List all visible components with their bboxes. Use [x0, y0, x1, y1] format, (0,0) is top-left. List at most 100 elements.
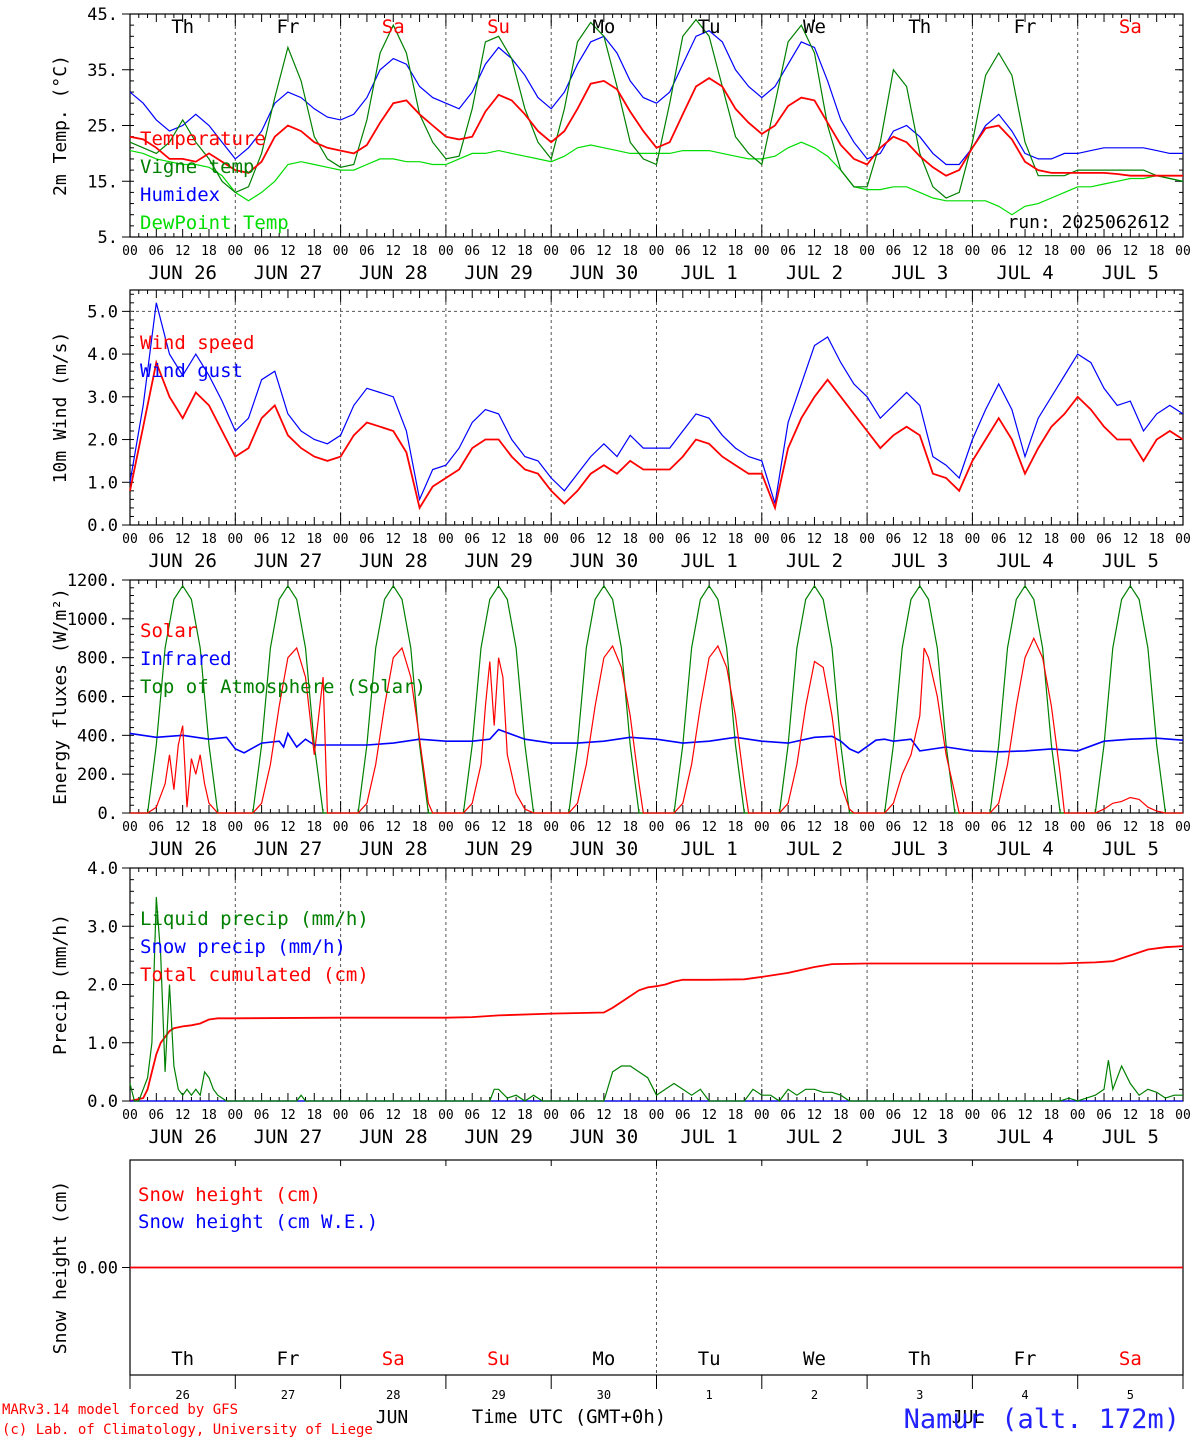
- x-hour-label: 00: [122, 1108, 138, 1123]
- x-hour-label: 06: [148, 1108, 164, 1123]
- x-day-label: JUL 2: [786, 550, 843, 572]
- x-hour-label: 18: [728, 820, 744, 835]
- x-hour-label: 12: [280, 532, 296, 547]
- x-hour-label: 06: [675, 820, 691, 835]
- x-hour-label: 18: [938, 1108, 954, 1123]
- bottom-day-number: 28: [386, 1388, 400, 1402]
- x-hour-label: 06: [886, 820, 902, 835]
- bottom-day-number: 27: [281, 1388, 295, 1402]
- x-hour-label: 00: [1070, 532, 1086, 547]
- x-hour-label: 00: [649, 532, 665, 547]
- x-hour-label: 06: [570, 1108, 586, 1123]
- panel-1: 5. 15. 25. 35. 45. 2m Temp. (°C) Temperature Vi…: [50, 5, 1191, 284]
- x-hour-label: 00: [438, 1108, 454, 1123]
- series-line-2: [129, 302, 1184, 504]
- x-day-label: JUN 29: [464, 1126, 533, 1148]
- x-hour-label: 00: [227, 532, 243, 547]
- x-day-label: JUL 1: [681, 262, 738, 284]
- weekday-label: Su: [487, 1348, 510, 1370]
- x-hour-label: 00: [649, 1108, 665, 1123]
- x-hour-label: 00: [543, 244, 559, 259]
- weekday-label: Su: [487, 16, 510, 38]
- x-hour-label: 18: [306, 244, 322, 259]
- x-hour-label: 00: [122, 244, 138, 259]
- x-hour-label: 18: [728, 244, 744, 259]
- legend-entry: DewPoint Temp: [140, 212, 289, 234]
- x-hour-label: 18: [728, 1108, 744, 1123]
- x-hour-label: 00: [438, 532, 454, 547]
- x-hour-label: 12: [491, 532, 507, 547]
- x-hour-label: 18: [201, 532, 217, 547]
- bottom-month-label: JUL: [952, 1407, 985, 1428]
- x-hour-label: 12: [385, 532, 401, 547]
- x-hour-label: 12: [912, 1108, 928, 1123]
- x-hour-label: 18: [412, 244, 428, 259]
- x-day-label: JUL 2: [786, 262, 843, 284]
- x-hour-label: 00: [754, 1108, 770, 1123]
- x-hour-label: 12: [1123, 532, 1139, 547]
- weekday-label: Tu: [698, 1348, 721, 1370]
- x-hour-label: 06: [570, 820, 586, 835]
- panel-3: 0. 200. 400. 600. 800. 1000. 1200.Energy fluxe…: [50, 571, 1191, 860]
- x-hour-label: 06: [1096, 244, 1112, 259]
- x-hour-label: 12: [385, 244, 401, 259]
- series-line-2: [129, 728, 1184, 754]
- x-hour-label: 12: [1123, 1108, 1139, 1123]
- x-day-label: JUN 28: [359, 262, 428, 284]
- x-day-label: JUL 4: [996, 550, 1053, 572]
- x-hour-label: 00: [1175, 532, 1191, 547]
- y-tick-label: 0.0: [87, 516, 118, 536]
- y-tick-label: 5.: [98, 228, 118, 248]
- bottom-day-number: 26: [175, 1388, 189, 1402]
- y-tick-label: 0.00: [77, 1259, 118, 1279]
- x-day-label: JUL 5: [1102, 262, 1159, 284]
- x-hour-label: 18: [833, 1108, 849, 1123]
- x-hour-label: 18: [1149, 820, 1165, 835]
- x-hour-label: 18: [201, 1108, 217, 1123]
- x-hour-label: 12: [491, 1108, 507, 1123]
- legend-entry: Snow height (cm W.E.): [138, 1211, 378, 1233]
- panel-4: 0.0 1.0 2.0 3.0 4.0 Precip (mm/h) Liquid preci…: [50, 859, 1191, 1148]
- legend-entry: Top of Atmosphere (Solar): [140, 676, 426, 698]
- x-hour-label: 06: [780, 1108, 796, 1123]
- x-hour-label: 06: [464, 820, 480, 835]
- x-hour-label: 18: [306, 820, 322, 835]
- y-tick-label: 4.0: [87, 859, 118, 879]
- bottom-day-number: 1: [706, 1388, 713, 1402]
- x-day-label: JUN 26: [148, 550, 217, 572]
- x-day-label: JUN 27: [254, 262, 323, 284]
- x-hour-label: 12: [701, 244, 717, 259]
- weekday-label: Fr: [1014, 1348, 1037, 1370]
- x-hour-label: 18: [517, 820, 533, 835]
- x-hour-label: 06: [359, 244, 375, 259]
- x-hour-label: 18: [622, 1108, 638, 1123]
- x-hour-label: 12: [596, 820, 612, 835]
- x-hour-label: 18: [306, 1108, 322, 1123]
- x-day-label: JUN 29: [464, 550, 533, 572]
- x-hour-label: 00: [859, 532, 875, 547]
- x-hour-label: 12: [385, 820, 401, 835]
- x-hour-label: 06: [359, 820, 375, 835]
- weekday-label: We: [803, 1348, 826, 1370]
- x-hour-label: 06: [148, 820, 164, 835]
- x-hour-label: 06: [359, 532, 375, 547]
- x-day-label: JUN 28: [359, 1126, 428, 1148]
- x-day-label: JUL 5: [1102, 838, 1159, 860]
- y-tick-label: 25.: [87, 117, 118, 137]
- run-label: run: 2025062612: [1007, 212, 1170, 233]
- series-line-1: [130, 636, 1183, 814]
- legend-entry: Temperature: [140, 128, 266, 150]
- bottom-day-number: 4: [1021, 1388, 1028, 1402]
- x-hour-label: 06: [991, 820, 1007, 835]
- y-axis-title: 2m Temp. (°C): [50, 55, 71, 196]
- x-hour-label: 00: [859, 1108, 875, 1123]
- y-tick-label: 0.0: [87, 1092, 118, 1112]
- x-hour-label: 06: [780, 244, 796, 259]
- x-hour-label: 00: [543, 1108, 559, 1123]
- panel-2: 0.0 1.0 2.0 3.0 4.0 5.0 10m Wind (m/s) Wind spe…: [50, 289, 1191, 572]
- x-hour-label: 18: [201, 820, 217, 835]
- credit-line: MARv3.14 model forced by GFS: [2, 1402, 238, 1418]
- x-hour-label: 18: [833, 244, 849, 259]
- weekday-label: Sa: [1119, 1348, 1142, 1370]
- weekday-label: Sa: [1119, 16, 1142, 38]
